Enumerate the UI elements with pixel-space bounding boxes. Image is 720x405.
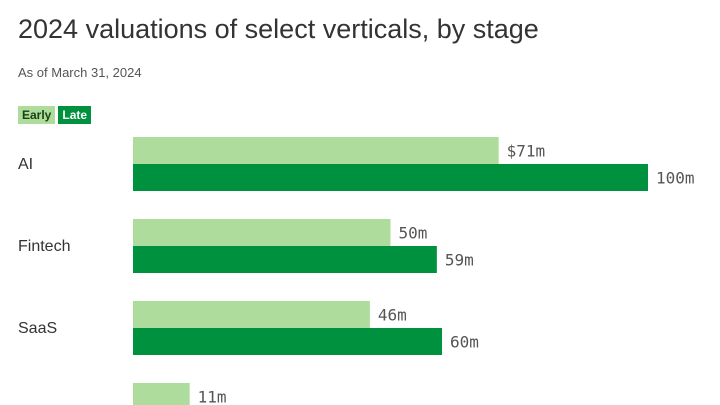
bar-early-ai xyxy=(133,137,499,164)
chart-subtitle: As of March 31, 2024 xyxy=(18,65,142,80)
value-label-late-fintech: 59m xyxy=(445,251,474,270)
legend: Early Late xyxy=(18,106,92,124)
category-label-ai: AI xyxy=(18,156,33,173)
value-label-late-ai: 100m xyxy=(656,169,695,188)
bar-early-row-4 xyxy=(133,383,190,405)
value-label-early-fintech: 50m xyxy=(399,224,428,243)
bar-early-saas xyxy=(133,301,370,328)
bar-early-fintech xyxy=(133,219,391,246)
value-label-early-ai: $71m xyxy=(507,142,546,161)
chart-title: 2024 valuations of select verticals, by … xyxy=(18,14,539,44)
value-label-late-saas: 60m xyxy=(450,333,479,352)
category-label-fintech: Fintech xyxy=(18,238,70,255)
value-label-early-row-4: 11m xyxy=(198,388,227,405)
legend-item-early: Early xyxy=(18,106,56,124)
bar-late-fintech xyxy=(133,246,437,273)
value-label-early-saas: 46m xyxy=(378,306,407,325)
bar-late-saas xyxy=(133,328,442,355)
legend-item-late: Late xyxy=(58,106,92,124)
bar-late-ai xyxy=(133,164,648,191)
category-label-saas: SaaS xyxy=(18,320,57,337)
